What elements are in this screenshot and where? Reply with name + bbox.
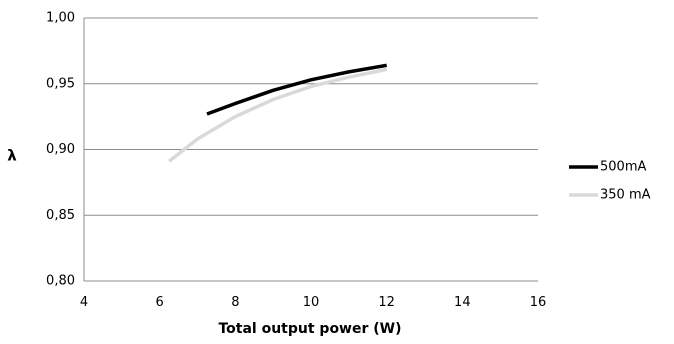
x-tick-label: 4: [80, 295, 88, 310]
y-tick-label: 1,00: [46, 11, 75, 26]
x-tick-label: 6: [156, 295, 164, 310]
x-tick-label: 12: [378, 295, 395, 310]
x-tick-label: 14: [454, 295, 471, 310]
y-tick-label: 0,80: [46, 274, 75, 289]
series-line-2: [168, 67, 388, 163]
y-axis-label: λ: [7, 147, 17, 165]
legend-label: 350 mA: [600, 188, 651, 203]
legend: 500mA 350 mA: [569, 160, 651, 203]
x-axis-ticks: 4 6 8 10 12 14 16: [80, 295, 546, 310]
gridlines: [83, 17, 538, 282]
legend-label: 500mA: [600, 160, 646, 175]
x-tick-label: 10: [303, 295, 320, 310]
series-line-1: [206, 63, 388, 116]
y-tick-label: 0,90: [46, 142, 75, 157]
x-tick-label: 16: [530, 295, 547, 310]
y-tick-label: 0,95: [46, 76, 75, 91]
y-axis-ticks: 0,80 0,85 0,90 0,95 1,00: [46, 11, 75, 289]
y-tick-label: 0,85: [46, 208, 75, 223]
x-tick-label: 8: [231, 295, 239, 310]
x-axis-label: Total output power (W): [218, 321, 401, 337]
series-lines: [168, 63, 388, 163]
